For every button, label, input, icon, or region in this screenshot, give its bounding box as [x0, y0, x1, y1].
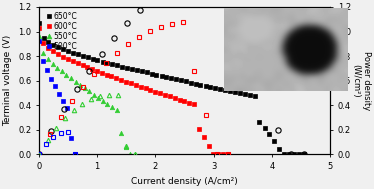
- Y-axis label: Terminal voltage (V): Terminal voltage (V): [3, 35, 12, 126]
- Y-axis label: Power density
(W/cm²): Power density (W/cm²): [351, 51, 371, 110]
- X-axis label: Current density (A/cm²): Current density (A/cm²): [131, 177, 238, 186]
- Legend: 650°C, 600°C, 550°C, 500°C: 650°C, 600°C, 550°C, 500°C: [46, 11, 78, 52]
